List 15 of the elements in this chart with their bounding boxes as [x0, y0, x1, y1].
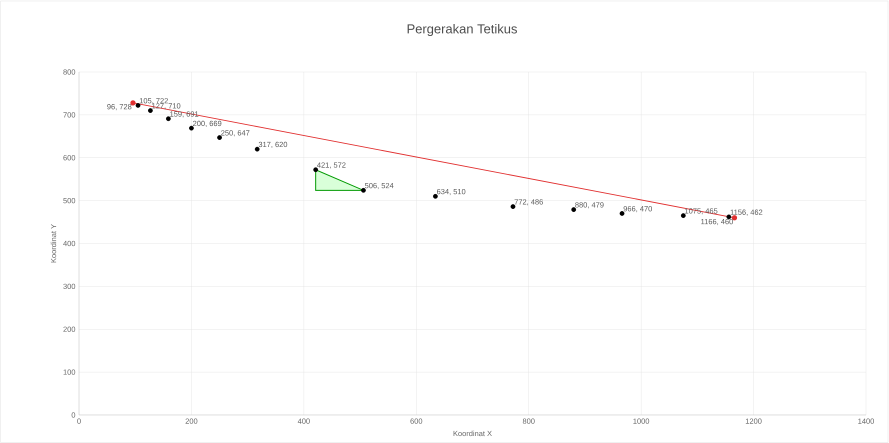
point: [620, 211, 624, 216]
point: [136, 103, 140, 108]
point: [571, 207, 576, 212]
point: [166, 116, 171, 122]
point: [361, 188, 366, 193]
point: [313, 167, 318, 172]
point: [148, 108, 153, 113]
point: [433, 194, 438, 199]
point: [189, 126, 194, 131]
point: [680, 213, 686, 218]
point: [254, 146, 260, 152]
point: [510, 204, 516, 210]
point: [217, 135, 222, 140]
point: [130, 100, 136, 106]
chart-title: Pergerakan Tetikus: [408, 24, 517, 36]
